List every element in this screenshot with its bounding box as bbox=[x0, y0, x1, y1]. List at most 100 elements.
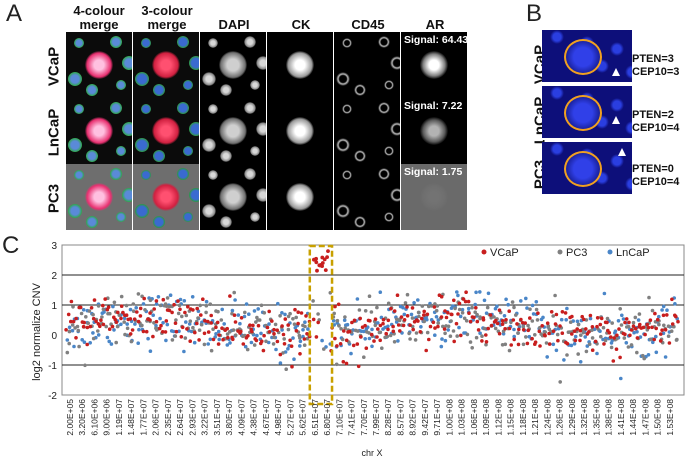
data-point-vcap bbox=[228, 294, 232, 298]
y-tick-label: 3 bbox=[51, 241, 57, 252]
data-point-lncap bbox=[583, 335, 587, 339]
legend-marker bbox=[481, 249, 487, 255]
data-point-pc3 bbox=[245, 347, 250, 352]
data-point-pc3 bbox=[332, 311, 337, 316]
data-point-pc3 bbox=[196, 316, 200, 320]
data-point-pc3 bbox=[465, 332, 470, 337]
data-point-vcap bbox=[602, 342, 606, 346]
fish-counts-pc3: PTEN=0 CEP10=4 bbox=[632, 163, 679, 189]
data-point-pc3 bbox=[216, 309, 220, 314]
data-point-vcap bbox=[624, 317, 629, 321]
data-point-pc3 bbox=[367, 331, 371, 335]
data-point-lncap bbox=[646, 353, 651, 357]
data-point-vcap bbox=[262, 333, 266, 338]
data-point-lncap bbox=[588, 316, 593, 321]
micrograph-tile bbox=[66, 164, 133, 231]
data-point-lncap bbox=[663, 355, 668, 359]
data-point-vcap bbox=[667, 341, 672, 345]
data-point-lncap bbox=[298, 339, 303, 344]
data-point-pc3 bbox=[538, 325, 542, 330]
arrowhead-marker bbox=[612, 68, 620, 76]
data-point-lncap bbox=[370, 327, 374, 332]
data-point-vcap bbox=[588, 313, 593, 318]
data-point-pc3 bbox=[394, 317, 399, 322]
data-point-pc3 bbox=[618, 307, 622, 311]
data-point-pc3 bbox=[129, 339, 134, 344]
data-point-lncap bbox=[379, 315, 384, 320]
data-point-lncap bbox=[331, 319, 336, 323]
data-point-pc3 bbox=[493, 326, 498, 331]
data-point-vcap bbox=[618, 355, 622, 360]
data-point-pc3 bbox=[188, 319, 193, 323]
data-point-vcap bbox=[654, 326, 658, 331]
data-point-vcap bbox=[612, 336, 616, 340]
data-point-vcap bbox=[164, 319, 169, 323]
cep10-count: CEP10=3 bbox=[632, 66, 680, 78]
data-point-pc3 bbox=[579, 333, 583, 337]
data-point-vcap bbox=[547, 342, 552, 346]
x-tick-label: 1.09E+08 bbox=[481, 399, 491, 436]
data-point-lncap bbox=[486, 291, 491, 296]
data-point-vcap bbox=[121, 310, 125, 315]
cell-nucleus bbox=[141, 104, 151, 114]
y-tick-label: -1 bbox=[48, 361, 57, 372]
cell-nucleus bbox=[116, 212, 126, 222]
data-point-pc3 bbox=[449, 319, 453, 323]
data-point-pc3 bbox=[435, 304, 440, 308]
x-tick-label: 5.27E+07 bbox=[285, 399, 295, 436]
cell-nucleus bbox=[110, 102, 122, 114]
x-tick-label: 2.00E+05 bbox=[65, 399, 75, 436]
data-point-pc3 bbox=[462, 316, 467, 321]
data-point-pc3 bbox=[662, 323, 666, 328]
data-point-vcap bbox=[549, 310, 554, 314]
data-point-vcap bbox=[659, 332, 663, 336]
data-point-vcap bbox=[163, 330, 168, 334]
data-point-lncap bbox=[383, 325, 388, 330]
data-point-pc3 bbox=[243, 310, 247, 315]
data-point-lncap bbox=[247, 312, 251, 316]
data-point-lncap bbox=[506, 302, 511, 307]
data-point-vcap bbox=[401, 323, 406, 328]
data-point-pc3 bbox=[305, 336, 310, 341]
data-point-vcap bbox=[152, 307, 156, 311]
data-point-pc3 bbox=[657, 322, 661, 327]
data-point-pc3 bbox=[123, 332, 127, 337]
cell-nucleus bbox=[110, 168, 122, 180]
data-point-vcap bbox=[71, 319, 76, 324]
row-label-pc3: PC3 bbox=[45, 183, 63, 214]
target-cell-circle bbox=[564, 151, 602, 187]
data-point-vcap bbox=[148, 318, 152, 322]
data-point-pc3 bbox=[176, 311, 181, 316]
data-point-pc3 bbox=[140, 294, 144, 299]
data-point-vcap bbox=[275, 339, 280, 344]
data-point-lncap bbox=[482, 298, 487, 303]
cell-nucleus bbox=[74, 104, 84, 114]
data-point-pc3 bbox=[115, 324, 120, 329]
data-point-vcap bbox=[250, 329, 254, 334]
data-point-vcap bbox=[202, 331, 207, 336]
target-cell-circle bbox=[564, 39, 602, 75]
data-point-lncap bbox=[458, 314, 463, 319]
data-point-pc3 bbox=[288, 311, 292, 316]
data-point-vcap bbox=[186, 305, 190, 309]
x-tick-label: 1.26E+08 bbox=[555, 399, 565, 436]
data-point-vcap bbox=[188, 339, 192, 343]
data-point-vcap bbox=[261, 348, 266, 353]
data-point-lncap bbox=[572, 342, 577, 346]
data-point-vcap bbox=[459, 333, 463, 338]
data-point-pc3 bbox=[514, 313, 518, 317]
data-point-vcap bbox=[294, 329, 299, 333]
data-point-vcap bbox=[420, 316, 424, 321]
data-point-vcap bbox=[384, 331, 389, 336]
data-point-lncap bbox=[243, 344, 248, 349]
data-point-vcap bbox=[161, 297, 166, 302]
data-point-lncap bbox=[222, 322, 226, 326]
data-point-vcap bbox=[572, 329, 577, 333]
data-point-vcap bbox=[272, 327, 276, 332]
data-point-vcap bbox=[575, 327, 579, 331]
data-point-pc3 bbox=[204, 303, 209, 308]
data-point-vcap bbox=[645, 322, 649, 327]
data-point-lncap bbox=[236, 313, 241, 317]
data-point-pc3 bbox=[407, 331, 411, 336]
data-point-lncap bbox=[190, 295, 195, 299]
